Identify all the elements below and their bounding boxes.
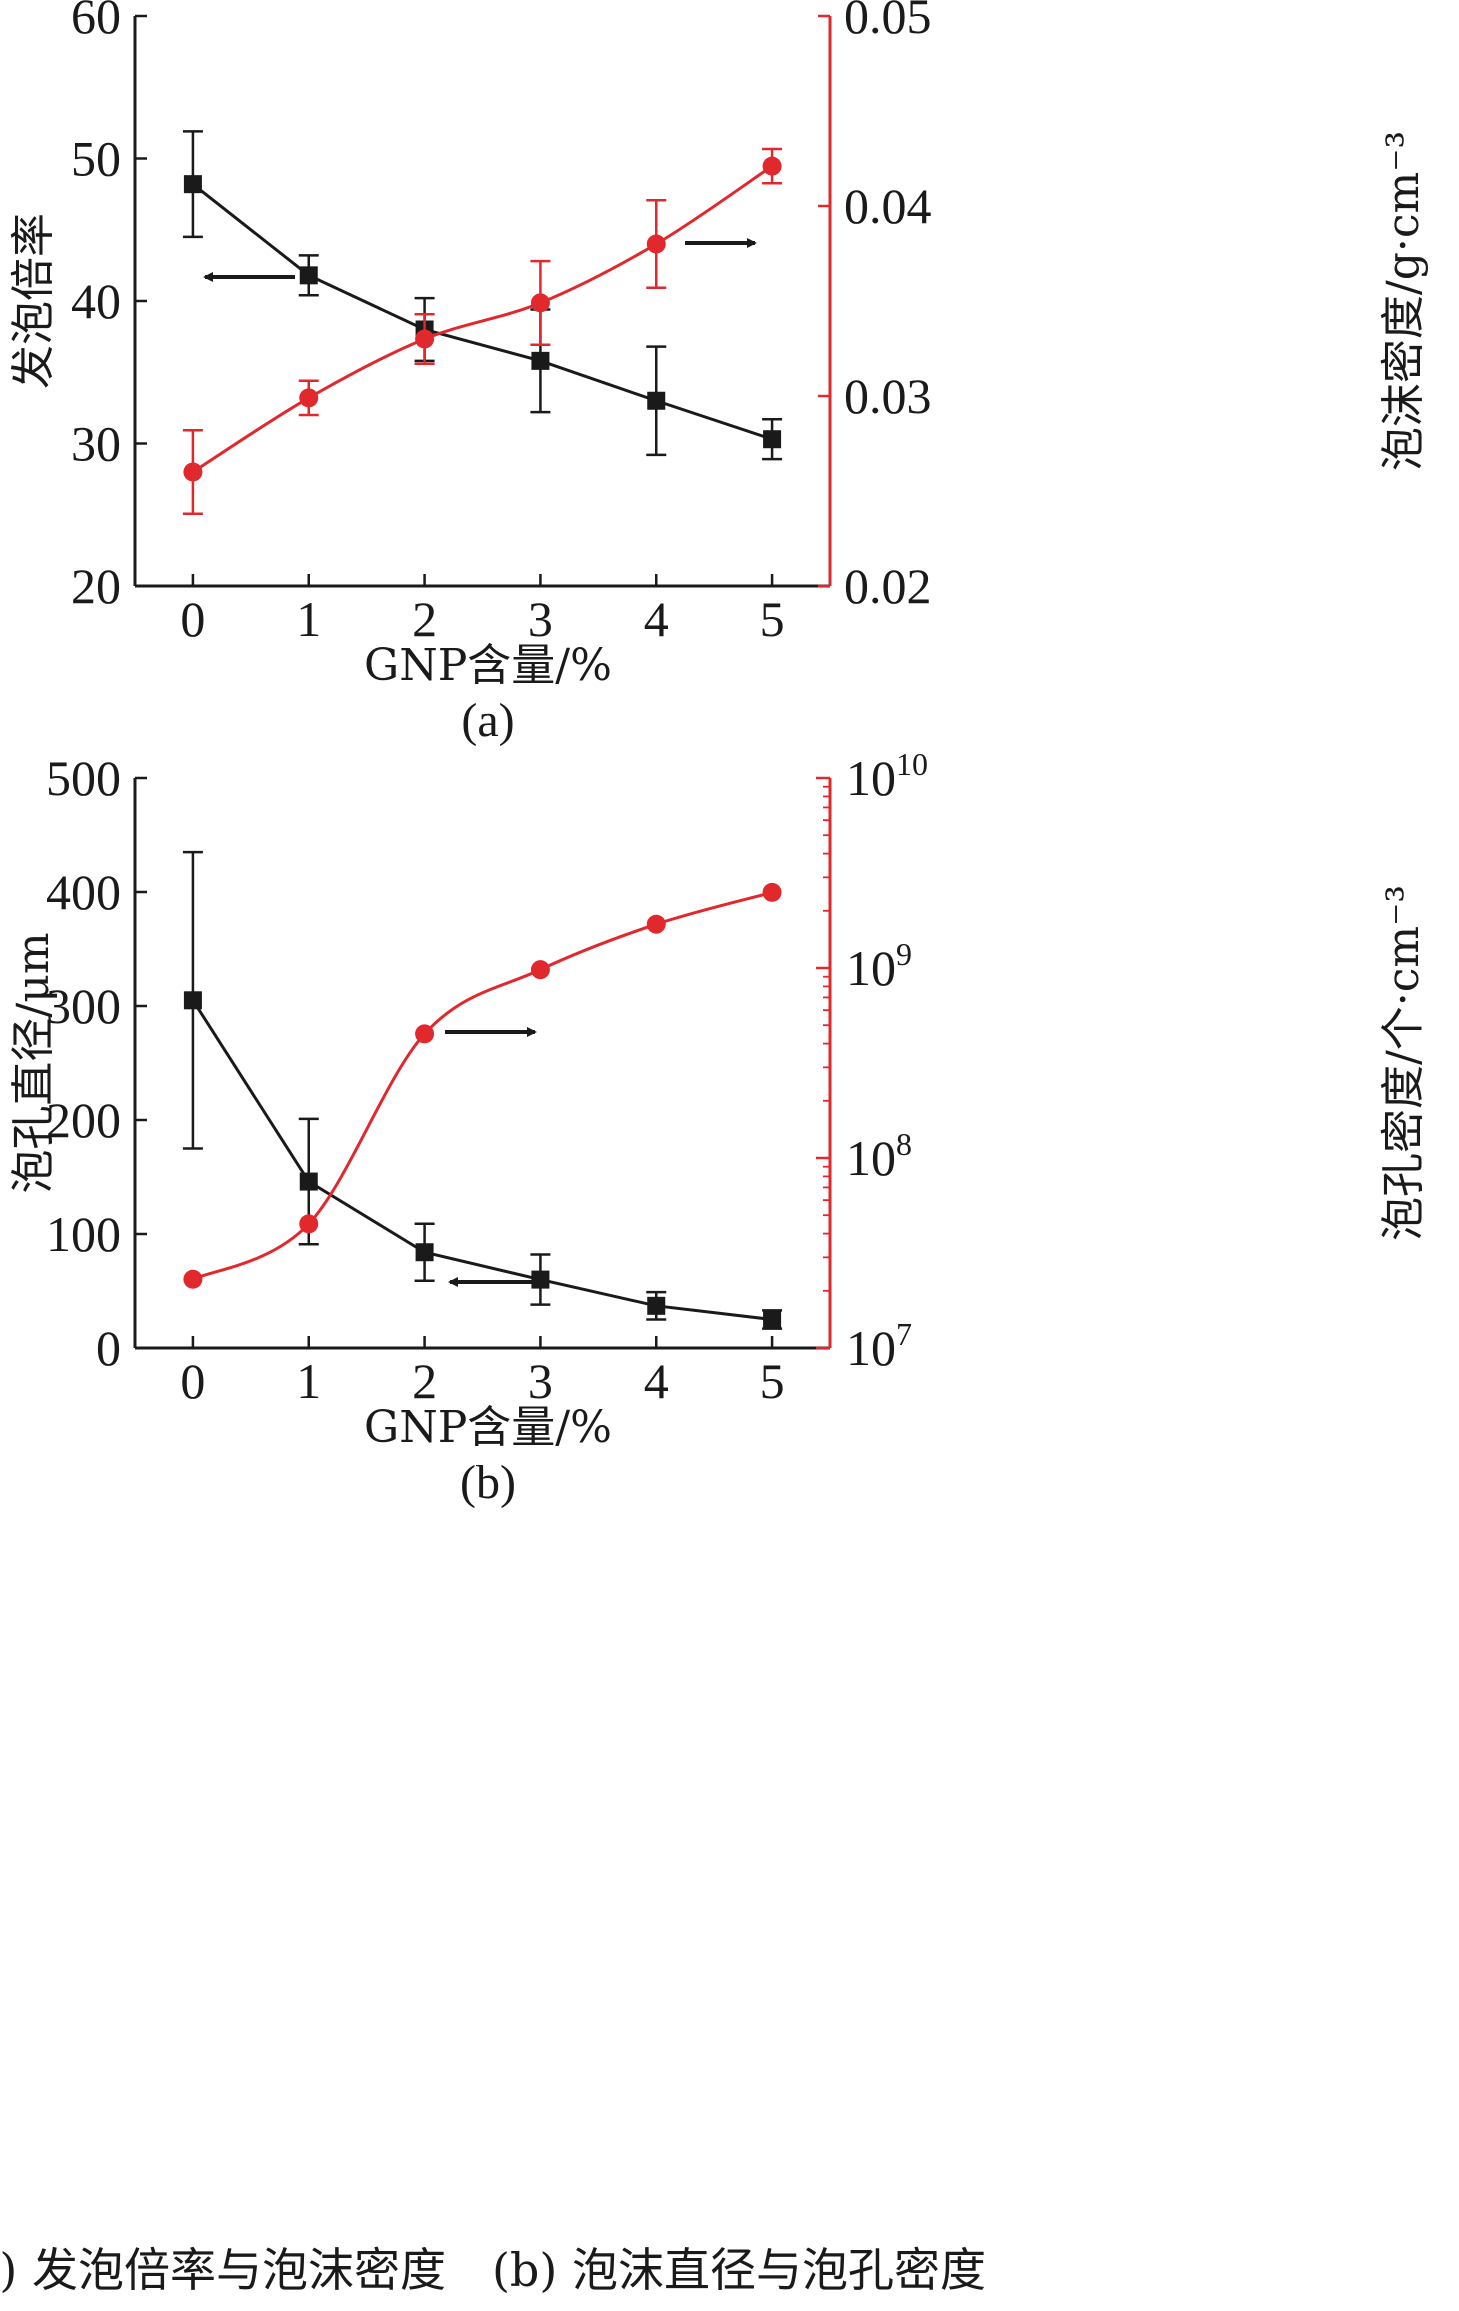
panel-b-x-axis-title: GNP含量/% <box>364 1402 612 1453</box>
data-point-circle <box>530 960 550 980</box>
y-tick-label: 60 <box>71 0 121 44</box>
y2-tick-label: 0.02 <box>844 558 932 614</box>
y2-tick-label: 109 <box>846 936 912 996</box>
y-tick-label: 300 <box>46 978 121 1034</box>
y2-tick-label: 0.05 <box>844 0 932 44</box>
data-point-circle <box>762 882 782 902</box>
y-tick-label: 500 <box>46 750 121 806</box>
panel-b-axes <box>133 776 832 1350</box>
data-point-circle <box>646 234 666 254</box>
x-tick-label: 2 <box>412 1353 437 1409</box>
panel-a-chart: 0 1 2 3 4 5 20 30 40 50 60 0.02 0.03 0.04 0.05 发泡倍率 泡沫… <box>8 0 1429 747</box>
data-point-square <box>183 991 202 1010</box>
data-point-square <box>647 1296 666 1315</box>
x-tick-label: 5 <box>760 591 785 647</box>
x-tick-label: 3 <box>528 591 553 647</box>
data-point-square <box>415 1243 434 1262</box>
y2-tick-label: 108 <box>846 1126 912 1186</box>
y2-tick-label: 1010 <box>846 746 928 806</box>
data-point-square <box>531 351 550 370</box>
data-point-circle <box>299 388 319 408</box>
panel-a-axes <box>133 14 832 588</box>
data-point-circle <box>415 1024 435 1044</box>
panel-b-y-axis-title: 泡孔直径/μm <box>8 932 59 1193</box>
data-point-square <box>299 266 318 285</box>
x-tick-label: 1 <box>296 591 321 647</box>
figure-caption: (a) 发泡倍率与泡沫密度 (b) 泡沫直径与泡孔密度 <box>0 2243 986 2297</box>
data-point-square <box>531 1270 550 1289</box>
y-tick-label: 200 <box>46 1092 121 1148</box>
y-tick-label: 100 <box>46 1206 121 1262</box>
series-line-1 <box>192 890 773 1281</box>
x-tick-label: 4 <box>644 591 669 647</box>
data-point-circle <box>646 914 666 934</box>
panel-b-y2-axis-title: 泡孔密度/个·cm⁻³ <box>1378 885 1429 1241</box>
data-point-circle <box>762 156 782 176</box>
data-point-circle <box>183 1269 203 1289</box>
panel-a-label: (a) <box>461 694 514 747</box>
series-line-1 <box>192 164 773 474</box>
y2-tick-label: 0.04 <box>844 178 932 234</box>
y2-tick-label: 0.03 <box>844 368 932 424</box>
panel-b-series <box>182 850 783 1330</box>
data-point-circle <box>183 462 203 482</box>
panel-b-chart: 0 1 2 3 4 5 0 100 200 300 400 500 107 108 109 1010 泡孔直径… <box>8 746 1429 1509</box>
panel-a-y-axis-title: 发泡倍率 <box>8 213 59 389</box>
y-tick-label: 400 <box>46 864 121 920</box>
series-line-0 <box>191 182 773 441</box>
x-tick-label: 1 <box>296 1353 321 1409</box>
x-tick-label: 0 <box>180 591 205 647</box>
data-point-square <box>183 175 202 194</box>
series-line-0 <box>191 999 773 1321</box>
x-tick-label: 3 <box>528 1353 553 1409</box>
panel-b-tick-labels: 0 1 2 3 4 5 0 100 200 300 400 500 107 108 109 1010 <box>46 746 928 1409</box>
y-tick-label: 0 <box>96 1320 121 1376</box>
y-tick-label: 20 <box>71 558 121 614</box>
data-point-square <box>763 430 782 449</box>
x-tick-label: 4 <box>644 1353 669 1409</box>
y2-tick-label: 107 <box>846 1316 912 1376</box>
x-tick-label: 5 <box>760 1353 785 1409</box>
panel-a-series <box>182 130 783 516</box>
x-tick-label: 2 <box>412 591 437 647</box>
panel-a-x-axis-title: GNP含量/% <box>364 640 612 691</box>
x-tick-label: 0 <box>180 1353 205 1409</box>
data-point-circle <box>415 329 435 349</box>
data-point-square <box>763 1310 782 1329</box>
y-tick-label: 40 <box>71 273 121 329</box>
panel-a-y2-axis-title: 泡沫密度/g·cm⁻³ <box>1378 131 1429 471</box>
data-point-circle <box>530 293 550 313</box>
y-tick-label: 30 <box>71 416 121 472</box>
panel-b-label: (b) <box>460 1456 516 1509</box>
data-point-square <box>647 391 666 410</box>
data-point-circle <box>299 1214 319 1234</box>
y-tick-label: 50 <box>71 131 121 187</box>
data-point-square <box>299 1172 318 1191</box>
panel-a-tick-labels: 0 1 2 3 4 5 20 30 40 50 60 0.02 0.03 0.04 0.05 <box>71 0 932 647</box>
